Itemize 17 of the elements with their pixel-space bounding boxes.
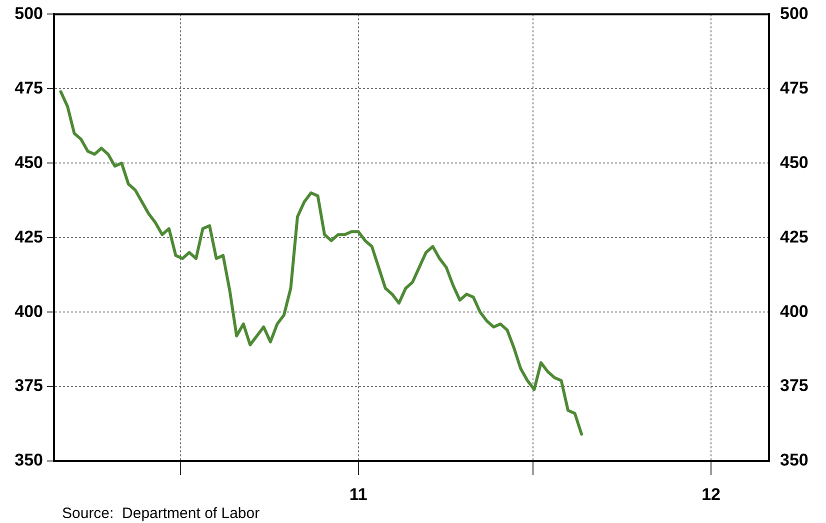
y-tick-label: 500 — [14, 4, 43, 23]
x-tick-label: 12 — [702, 484, 720, 504]
y2-tick-label: 500 — [780, 4, 808, 23]
y2-tick-label: 350 — [780, 450, 808, 470]
y2-tick-label: 475 — [780, 78, 808, 98]
y2-tick-label: 400 — [780, 302, 808, 321]
y2-tick-label: 450 — [780, 152, 808, 172]
y-tick-label: 475 — [14, 78, 43, 98]
y-tick-label: 350 — [14, 450, 43, 470]
source-note: Source: Department of Labor — [62, 505, 260, 522]
y2-tick-label: 425 — [780, 227, 808, 246]
y-tick-label: 400 — [14, 302, 43, 321]
x-tick-label: 11 — [349, 484, 368, 504]
y2-tick-label: 375 — [780, 376, 808, 396]
y-tick-label: 425 — [14, 227, 43, 246]
y-tick-label: 375 — [14, 376, 43, 396]
y-tick-label: 450 — [14, 152, 43, 172]
